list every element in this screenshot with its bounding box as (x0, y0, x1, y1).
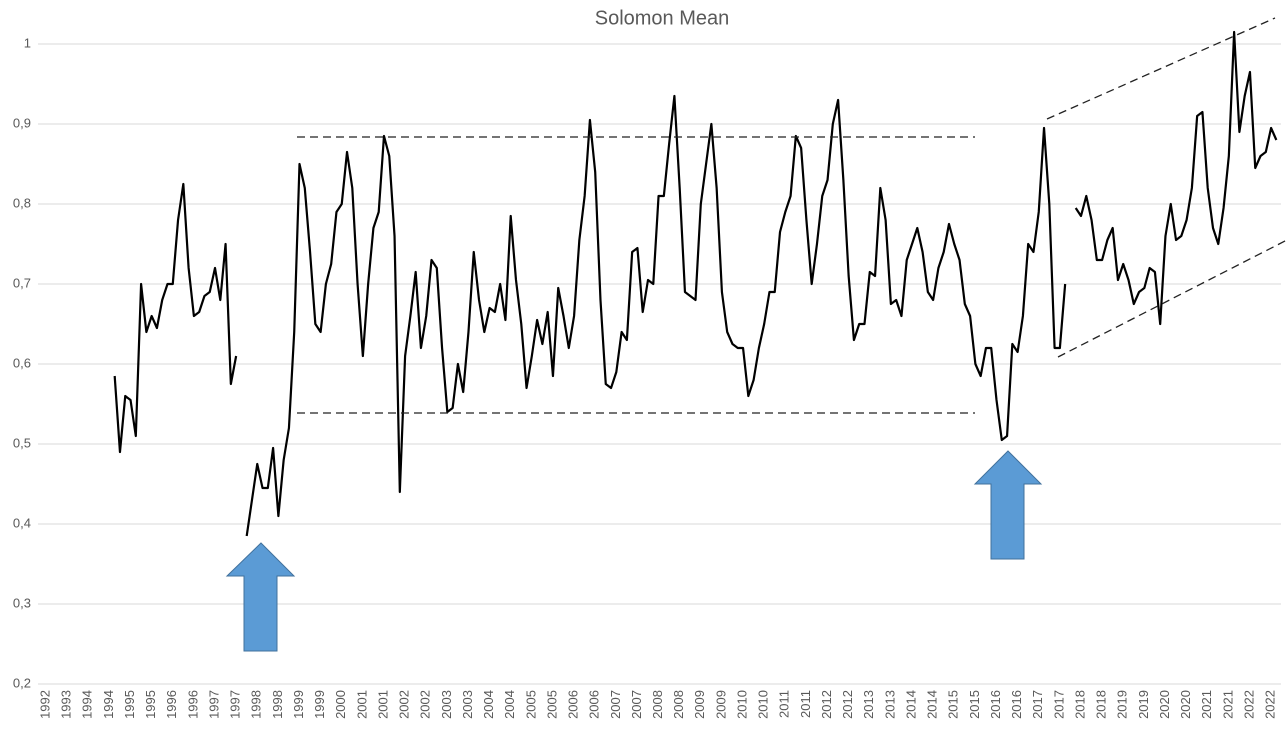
x-tick-label: 1999 (312, 690, 327, 719)
y-tick-label: 0,2 (13, 675, 31, 690)
y-tick-label: 0,7 (13, 275, 31, 290)
x-tick-label: 2019 (1136, 690, 1151, 719)
x-tick-label: 2006 (566, 690, 581, 719)
y-tick-label: 0,5 (13, 435, 31, 450)
x-tick-label: 2012 (819, 690, 834, 719)
x-tick-label: 2022 (1263, 690, 1278, 719)
x-tick-label: 1997 (206, 690, 221, 719)
x-tick-label: 2017 (1030, 690, 1045, 719)
x-tick-label: 1996 (185, 690, 200, 719)
x-tick-label: 2004 (502, 690, 517, 719)
x-tick-label: 2009 (713, 690, 728, 719)
x-tick-label: 2017 (1051, 690, 1066, 719)
x-tick-label: 2009 (692, 690, 707, 719)
x-tick-label: 2021 (1199, 690, 1214, 719)
x-tick-label: 2008 (650, 690, 665, 719)
x-tick-label: 2000 (333, 690, 348, 719)
x-tick-label: 2021 (1220, 690, 1235, 719)
plot-area: 0,2 0,3 0,4 0,5 0,6 0,7 0,8 0,9 1 1992 1993 1994 199… (13, 30, 1281, 719)
up-arrow (973, 450, 1043, 560)
x-tick-label: 2015 (946, 690, 961, 719)
y-tick-label: 1 (24, 35, 31, 50)
x-tick-label: 2007 (629, 690, 644, 719)
x-tick-label: 2010 (756, 690, 771, 719)
x-tick-label: 1995 (122, 690, 137, 719)
x-tick-label: 2019 (1115, 690, 1130, 719)
y-tick-label: 0,6 (13, 355, 31, 370)
x-tick-label: 2020 (1178, 690, 1193, 719)
x-tick-label: 2022 (1241, 690, 1256, 719)
x-tick-label: 1997 (228, 690, 243, 719)
x-tick-label: 2001 (354, 690, 369, 719)
x-tick-label: 2001 (375, 690, 390, 719)
x-tick-label: 2014 (925, 690, 940, 719)
x-tick-label: 2016 (1009, 690, 1024, 719)
x-tick-label: 1993 (59, 690, 74, 719)
x-tick-label: 2013 (882, 690, 897, 719)
y-tick-label: 0,9 (13, 115, 31, 130)
x-tick-label: 1996 (164, 690, 179, 719)
x-tick-label: 2018 (1094, 690, 1109, 719)
x-tick-label: 2005 (523, 690, 538, 719)
x-tick-label: 2016 (988, 690, 1003, 719)
y-tick-label: 0,8 (13, 195, 31, 210)
x-tick-label: 1998 (270, 690, 285, 719)
up-arrow (225, 542, 296, 652)
x-tick-label: 2006 (587, 690, 602, 719)
x-tick-label: 1995 (143, 690, 158, 719)
x-tick-label: 2020 (1157, 690, 1172, 719)
x-tick-label: 1992 (37, 690, 52, 719)
x-tick-label: 2004 (481, 690, 496, 719)
x-tick-label: 2007 (608, 690, 623, 719)
x-tick-label: 2002 (397, 690, 412, 719)
x-tick-label: 2014 (903, 690, 918, 719)
x-tick-label: 2011 (777, 690, 792, 718)
x-tick-label: 2002 (418, 690, 433, 719)
x-tick-label: 2005 (544, 690, 559, 719)
chart-title: Solomon Mean (595, 7, 730, 29)
x-tick-label: 2003 (460, 690, 475, 719)
channel-lower (1057, 239, 1287, 358)
x-tick-label: 2012 (840, 690, 855, 719)
x-tick-label: 1994 (80, 690, 95, 719)
annotations (225, 17, 1287, 652)
x-tick-label: 1994 (101, 690, 116, 719)
data-line (113, 30, 1278, 537)
x-tick-label: 1998 (249, 690, 264, 719)
x-tick-label: 2015 (967, 690, 982, 719)
x-tick-label: 2018 (1072, 690, 1087, 719)
y-tick-label: 0,3 (13, 595, 31, 610)
x-tick-label: 2003 (439, 690, 454, 719)
x-tick-label: 1999 (291, 690, 306, 719)
x-tick-label: 2011 (798, 690, 813, 718)
x-tick-label: 2013 (861, 690, 876, 719)
x-tick-label: 2010 (734, 690, 749, 719)
y-tick-label: 0,4 (13, 515, 31, 530)
channel-upper (1046, 17, 1276, 120)
x-tick-label: 2008 (671, 690, 686, 719)
